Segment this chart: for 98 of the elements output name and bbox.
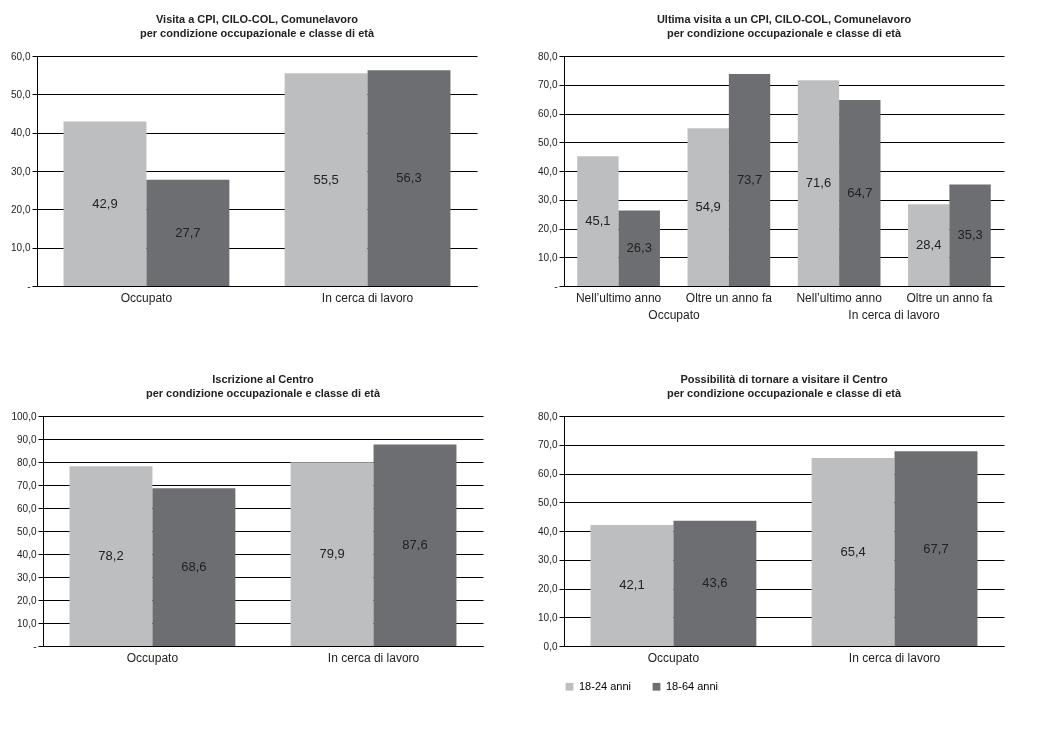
x-tick-label: Nell’ultimo anno: [575, 290, 662, 305]
chart-subtitle: per condizione occupazionale e classe di età: [666, 27, 902, 39]
y-tick-label: 0,0: [543, 640, 558, 652]
y-tick-label: 40,0: [17, 548, 37, 560]
y-tick-label: 20,0: [17, 594, 37, 606]
y-tick-label: 50,0: [538, 496, 558, 508]
y-tick-label: 60,0: [17, 502, 37, 514]
y-tick-label: 50,0: [11, 88, 31, 100]
data-label: 64,7: [847, 184, 873, 200]
bar: [839, 99, 881, 286]
x-tick-label: Occupato: [126, 650, 179, 665]
y-tick-label: -: [27, 280, 31, 292]
data-label: 42,1: [619, 577, 645, 593]
y-tick-label: 40,0: [11, 127, 31, 139]
y-tick-label: 70,0: [538, 79, 558, 91]
bar: [618, 210, 660, 286]
y-tick-label: 60,0: [538, 108, 558, 119]
y-tick-label: 60,0: [11, 50, 31, 62]
y-tick-label: 10,0: [11, 242, 31, 254]
bar: [949, 184, 991, 286]
data-label: 54,9: [695, 199, 721, 215]
chart-title: Ultima visita a un CPI, CILO-COL, Comunelavoro: [656, 13, 912, 25]
data-label: 65,4: [840, 543, 866, 559]
chart-subtitle: per condizione occupazionale e classe di età: [139, 27, 375, 39]
text: Occupato: [648, 308, 700, 322]
x-tick-label: Occupato: [647, 650, 700, 665]
y-tick-label: 50,0: [538, 136, 558, 148]
y-tick-label: 90,0: [17, 433, 37, 445]
data-label: 35,3: [957, 227, 983, 243]
y-tick-label: 80,0: [538, 410, 558, 422]
y-tick-label: 70,0: [538, 439, 558, 451]
chart-title: Possibilità di tornare a visitare il Centro: [680, 373, 888, 385]
data-label: 56,3: [396, 170, 422, 186]
data-label: 42,9: [92, 195, 118, 211]
y-tick-label: 20,0: [11, 203, 31, 215]
bar: [797, 80, 840, 286]
y-tick-label: 40,0: [538, 165, 558, 177]
chart-subtitle: per condizione occupazionale e classe di età: [145, 387, 381, 399]
data-label: 71,6: [805, 175, 832, 191]
data-label: 55,5: [313, 171, 339, 187]
bar: [373, 444, 457, 646]
bar: [284, 73, 368, 286]
y-tick-label: 80,0: [17, 456, 37, 468]
y-tick-label: 30,0: [11, 165, 31, 177]
bar: [146, 179, 230, 286]
y-tick-label: 30,0: [17, 571, 37, 583]
data-label: 26,3: [626, 240, 652, 256]
bar: [152, 488, 236, 646]
x-tick-label: Nell’ultimo anno: [796, 290, 883, 305]
bar: [687, 128, 729, 286]
bar: [367, 70, 451, 286]
bar: [728, 74, 771, 286]
y-tick-label: 30,0: [538, 554, 558, 566]
data-label: 27,7: [175, 224, 201, 240]
bar: [673, 520, 757, 646]
y-tick-label: 30,0: [538, 194, 558, 206]
data-label: 79,9: [319, 546, 345, 562]
y-tick-label: -: [33, 640, 37, 652]
bar: [811, 457, 895, 646]
data-label: 67,7: [923, 540, 949, 556]
y-tick-label: 50,0: [17, 525, 37, 537]
chart-title: Visita a CPI, CILO-COL, Comunelavoro: [155, 13, 359, 25]
x-tick-label: In cerca di lavoro: [327, 650, 420, 665]
chart-title: Iscrizione al Centro: [212, 373, 315, 385]
y-tick-label: 70,0: [17, 479, 37, 491]
data-label: 87,6: [402, 537, 428, 553]
y-tick-label: -: [554, 280, 558, 292]
text: In cerca di lavoro: [848, 308, 941, 322]
data-label: 45,1: [585, 213, 611, 229]
legend-label: 18-24 anni: [579, 679, 631, 692]
x-tick-label: Oltre un anno fa: [685, 290, 773, 305]
y-tick-label: 40,0: [538, 525, 558, 537]
data-label: 73,7: [736, 172, 763, 188]
legend-label: 18-64 anni: [666, 679, 718, 692]
bar: [69, 466, 153, 646]
y-tick-label: 80,0: [538, 50, 558, 62]
y-tick-label: 10,0: [538, 251, 558, 263]
y-tick-label: 10,0: [538, 611, 558, 623]
x-tick-label: Occupato: [120, 290, 173, 305]
y-tick-label: 20,0: [538, 583, 558, 594]
y-tick-label: 20,0: [538, 223, 558, 234]
bar: [908, 204, 950, 286]
bar: [63, 121, 147, 286]
data-label: 68,6: [181, 559, 207, 575]
data-label: 28,4: [916, 237, 942, 253]
bar: [590, 524, 674, 646]
bar: [894, 451, 978, 646]
chart-subtitle: per condizione occupazionale e classe di età: [666, 387, 902, 399]
x-tick-label: Oltre un anno fa: [906, 290, 993, 305]
data-label: 43,6: [702, 575, 728, 591]
bar: [577, 156, 619, 286]
data-label: 78,2: [98, 548, 124, 564]
y-tick-label: 60,0: [538, 468, 558, 479]
bar: [290, 462, 374, 646]
y-tick-label: 100,0: [11, 410, 37, 422]
x-tick-label: In cerca di lavoro: [321, 290, 414, 305]
y-tick-label: 10,0: [17, 617, 37, 629]
x-tick-label: In cerca di lavoro: [848, 650, 941, 665]
